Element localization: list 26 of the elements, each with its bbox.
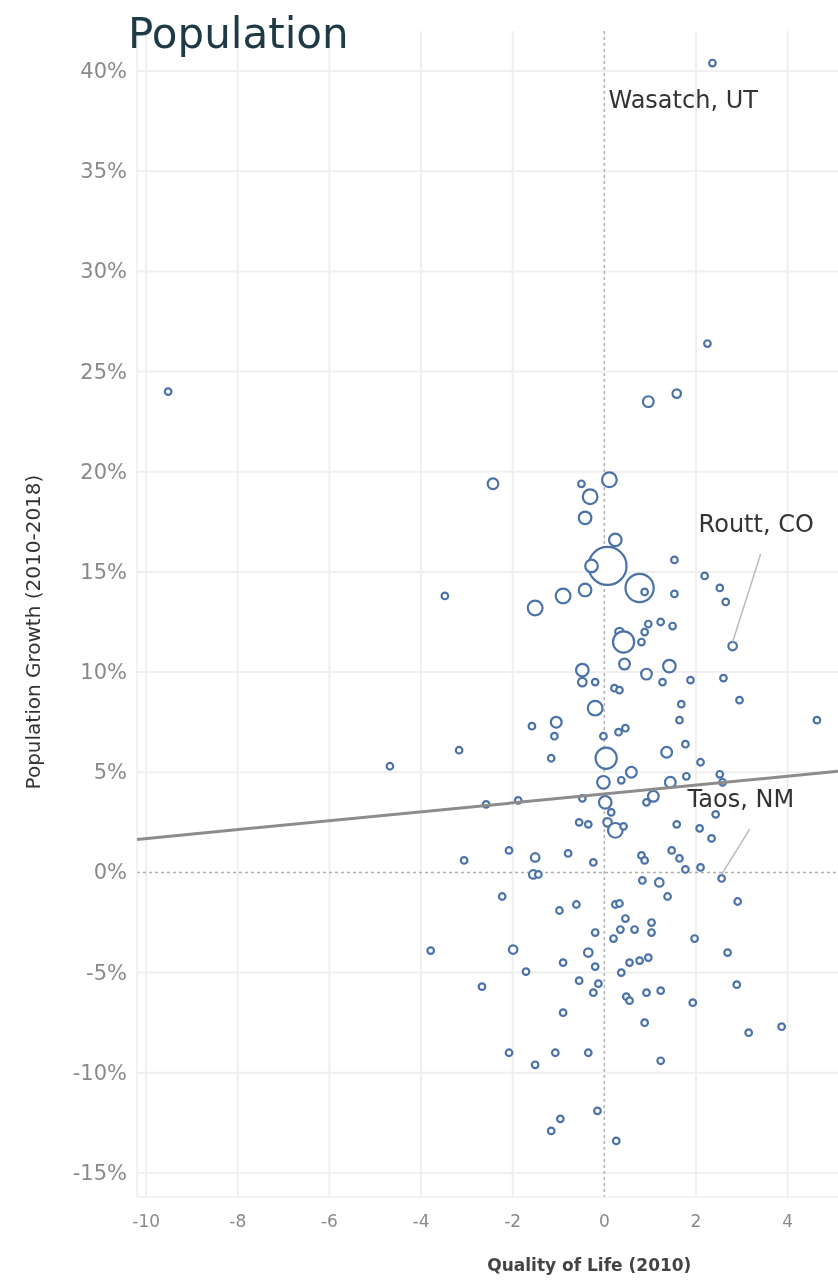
x-tick-label: -2 [504,1211,522,1231]
x-tick-label: 2 [690,1211,702,1231]
y-tick-label: 0% [93,860,127,885]
y-tick-label: 20% [80,459,127,484]
y-tick-label: 40% [80,59,127,84]
x-tick-label: -8 [229,1211,247,1231]
y-tick-label: 25% [80,359,127,384]
chart-title: Population [128,9,349,58]
y-tick-label: 30% [80,259,127,284]
y-tick-label: -15% [72,1160,127,1185]
annotation: Routt, CO [698,510,814,539]
x-tick-label: -6 [320,1211,338,1231]
y-tick-label: -5% [86,960,127,985]
x-tick-label: -10 [132,1211,161,1231]
x-tick-label: 4 [782,1211,794,1231]
y-tick-label: 35% [80,159,127,184]
y-tick-label: 15% [80,559,127,584]
y-axis-title: Population Growth (2010-2018) [21,474,45,790]
x-axis-title: Quality of Life (2010) [487,1255,692,1275]
annotation: Taos, NM [686,785,795,814]
y-tick-label: -10% [72,1060,127,1085]
y-tick-label: 5% [93,760,127,785]
y-tick-label: 10% [80,660,127,685]
annotation: Wasatch, UT [608,86,759,115]
x-tick-label: -4 [412,1211,430,1231]
x-tick-label: 0 [598,1211,610,1231]
